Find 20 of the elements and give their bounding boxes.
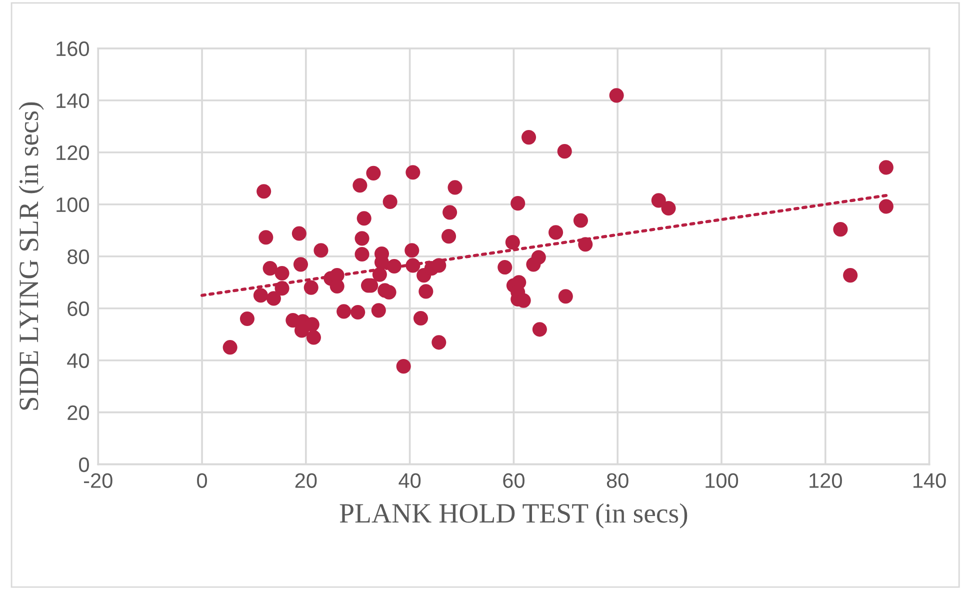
x-tick-label: -20 [84, 473, 112, 488]
x-tick-label: 120 [810, 473, 842, 488]
y-tick-label: 140 [56, 93, 89, 108]
y-tick-label: 20 [68, 405, 89, 420]
x-tick-label: 140 [914, 473, 946, 488]
y-axis-title: SIDE LYING SLR (in secs) [18, 102, 44, 410]
y-tick-label: 0 [79, 457, 89, 472]
x-tick-label: 20 [295, 473, 317, 488]
x-tick-label: 80 [606, 473, 628, 488]
y-tick-label: 60 [68, 301, 89, 316]
y-tick-label: 100 [56, 197, 89, 212]
x-tick-label: 0 [197, 473, 207, 488]
x-tick-label: 40 [398, 473, 421, 488]
x-tick-label: 60 [503, 473, 524, 488]
y-tick-label: 40 [67, 353, 89, 368]
y-tick-label: 80 [68, 249, 89, 264]
x-axis-title: PLANK HOLD TEST (in secs) [340, 503, 688, 528]
x-tick-label: 100 [706, 473, 738, 488]
y-tick-label: 120 [56, 145, 89, 160]
y-tick-label: 160 [56, 41, 89, 56]
